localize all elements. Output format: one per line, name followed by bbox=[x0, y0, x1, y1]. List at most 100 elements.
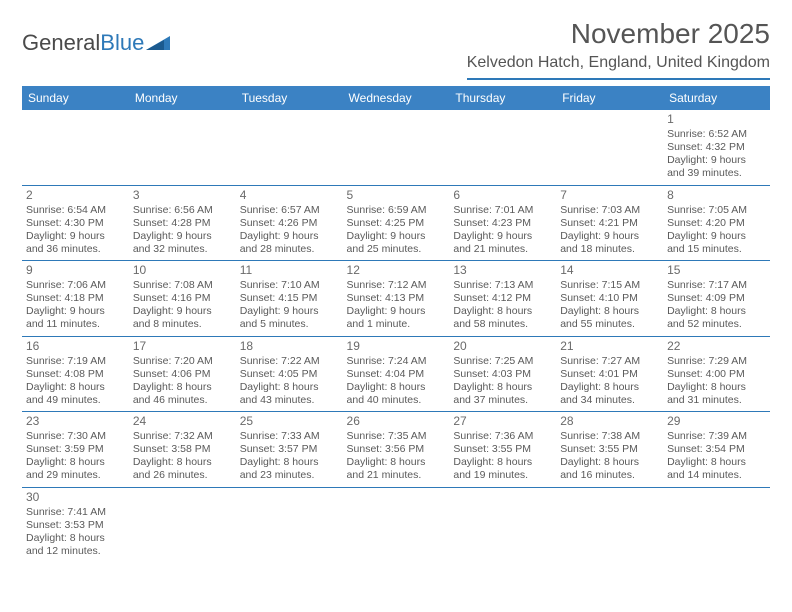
sunset-text: Sunset: 4:06 PM bbox=[133, 368, 232, 381]
daylight-line1: Daylight: 8 hours bbox=[453, 381, 552, 394]
sunrise-text: Sunrise: 6:54 AM bbox=[26, 204, 125, 217]
daylight-line1: Daylight: 8 hours bbox=[26, 456, 125, 469]
day-number: 3 bbox=[133, 188, 232, 203]
day-number: 11 bbox=[240, 263, 339, 278]
sunrise-text: Sunrise: 7:13 AM bbox=[453, 279, 552, 292]
daylight-line1: Daylight: 9 hours bbox=[133, 230, 232, 243]
daylight-line2: and 43 minutes. bbox=[240, 394, 339, 407]
daylight-line1: Daylight: 8 hours bbox=[560, 381, 659, 394]
daylight-line2: and 36 minutes. bbox=[26, 243, 125, 256]
day-number: 25 bbox=[240, 414, 339, 429]
calendar-cell: 26Sunrise: 7:35 AMSunset: 3:56 PMDayligh… bbox=[343, 412, 450, 488]
sunset-text: Sunset: 4:23 PM bbox=[453, 217, 552, 230]
sunrise-text: Sunrise: 7:15 AM bbox=[560, 279, 659, 292]
sunset-text: Sunset: 4:21 PM bbox=[560, 217, 659, 230]
weekday-header: Sunday bbox=[22, 86, 129, 110]
location: Kelvedon Hatch, England, United Kingdom bbox=[467, 54, 770, 80]
daylight-line1: Daylight: 8 hours bbox=[26, 381, 125, 394]
sunrise-text: Sunrise: 7:38 AM bbox=[560, 430, 659, 443]
sunrise-text: Sunrise: 7:24 AM bbox=[347, 355, 446, 368]
sunset-text: Sunset: 4:12 PM bbox=[453, 292, 552, 305]
sunrise-text: Sunrise: 7:22 AM bbox=[240, 355, 339, 368]
sunset-text: Sunset: 3:55 PM bbox=[453, 443, 552, 456]
sunrise-text: Sunrise: 7:39 AM bbox=[667, 430, 766, 443]
calendar-cell bbox=[556, 110, 663, 185]
day-number: 21 bbox=[560, 339, 659, 354]
sunset-text: Sunset: 4:04 PM bbox=[347, 368, 446, 381]
sunset-text: Sunset: 4:08 PM bbox=[26, 368, 125, 381]
daylight-line2: and 40 minutes. bbox=[347, 394, 446, 407]
day-number: 28 bbox=[560, 414, 659, 429]
calendar-cell bbox=[22, 110, 129, 185]
calendar-cell: 21Sunrise: 7:27 AMSunset: 4:01 PMDayligh… bbox=[556, 336, 663, 412]
calendar-week: 2Sunrise: 6:54 AMSunset: 4:30 PMDaylight… bbox=[22, 185, 770, 261]
daylight-line1: Daylight: 8 hours bbox=[453, 456, 552, 469]
daylight-line2: and 34 minutes. bbox=[560, 394, 659, 407]
day-number: 30 bbox=[26, 490, 125, 505]
calendar-cell: 8Sunrise: 7:05 AMSunset: 4:20 PMDaylight… bbox=[663, 185, 770, 261]
day-number: 26 bbox=[347, 414, 446, 429]
sunset-text: Sunset: 3:53 PM bbox=[26, 519, 125, 532]
daylight-line1: Daylight: 8 hours bbox=[133, 456, 232, 469]
day-number: 16 bbox=[26, 339, 125, 354]
daylight-line1: Daylight: 8 hours bbox=[560, 305, 659, 318]
daylight-line1: Daylight: 8 hours bbox=[133, 381, 232, 394]
day-number: 10 bbox=[133, 263, 232, 278]
calendar-cell bbox=[663, 487, 770, 562]
daylight-line1: Daylight: 9 hours bbox=[667, 154, 766, 167]
sunset-text: Sunset: 4:25 PM bbox=[347, 217, 446, 230]
calendar-week: 16Sunrise: 7:19 AMSunset: 4:08 PMDayligh… bbox=[22, 336, 770, 412]
daylight-line1: Daylight: 8 hours bbox=[347, 381, 446, 394]
triangle-icon bbox=[146, 34, 170, 50]
sunset-text: Sunset: 4:16 PM bbox=[133, 292, 232, 305]
calendar-cell: 18Sunrise: 7:22 AMSunset: 4:05 PMDayligh… bbox=[236, 336, 343, 412]
daylight-line2: and 26 minutes. bbox=[133, 469, 232, 482]
daylight-line2: and 19 minutes. bbox=[453, 469, 552, 482]
sunrise-text: Sunrise: 7:05 AM bbox=[667, 204, 766, 217]
daylight-line2: and 46 minutes. bbox=[133, 394, 232, 407]
day-number: 24 bbox=[133, 414, 232, 429]
sunset-text: Sunset: 4:30 PM bbox=[26, 217, 125, 230]
daylight-line2: and 12 minutes. bbox=[26, 545, 125, 558]
daylight-line1: Daylight: 8 hours bbox=[667, 381, 766, 394]
weekday-header: Friday bbox=[556, 86, 663, 110]
day-number: 12 bbox=[347, 263, 446, 278]
day-number: 19 bbox=[347, 339, 446, 354]
daylight-line2: and 49 minutes. bbox=[26, 394, 125, 407]
daylight-line1: Daylight: 9 hours bbox=[453, 230, 552, 243]
day-number: 6 bbox=[453, 188, 552, 203]
day-number: 8 bbox=[667, 188, 766, 203]
daylight-line1: Daylight: 9 hours bbox=[347, 305, 446, 318]
sunrise-text: Sunrise: 7:25 AM bbox=[453, 355, 552, 368]
daylight-line2: and 23 minutes. bbox=[240, 469, 339, 482]
logo: GeneralBlue bbox=[22, 18, 170, 56]
sunset-text: Sunset: 4:20 PM bbox=[667, 217, 766, 230]
sunset-text: Sunset: 4:28 PM bbox=[133, 217, 232, 230]
weekday-header: Wednesday bbox=[343, 86, 450, 110]
calendar-cell bbox=[129, 487, 236, 562]
daylight-line1: Daylight: 8 hours bbox=[26, 532, 125, 545]
header: GeneralBlue November 2025 Kelvedon Hatch… bbox=[22, 18, 770, 80]
calendar-cell bbox=[236, 487, 343, 562]
daylight-line2: and 16 minutes. bbox=[560, 469, 659, 482]
daylight-line1: Daylight: 9 hours bbox=[560, 230, 659, 243]
daylight-line2: and 8 minutes. bbox=[133, 318, 232, 331]
daylight-line2: and 58 minutes. bbox=[453, 318, 552, 331]
sunset-text: Sunset: 4:26 PM bbox=[240, 217, 339, 230]
daylight-line1: Daylight: 8 hours bbox=[347, 456, 446, 469]
calendar-week: 30Sunrise: 7:41 AMSunset: 3:53 PMDayligh… bbox=[22, 487, 770, 562]
calendar-cell bbox=[449, 487, 556, 562]
calendar-cell: 11Sunrise: 7:10 AMSunset: 4:15 PMDayligh… bbox=[236, 261, 343, 337]
calendar-cell bbox=[129, 110, 236, 185]
sunrise-text: Sunrise: 6:56 AM bbox=[133, 204, 232, 217]
daylight-line1: Daylight: 9 hours bbox=[347, 230, 446, 243]
sunrise-text: Sunrise: 7:41 AM bbox=[26, 506, 125, 519]
calendar-cell: 12Sunrise: 7:12 AMSunset: 4:13 PMDayligh… bbox=[343, 261, 450, 337]
sunset-text: Sunset: 4:01 PM bbox=[560, 368, 659, 381]
daylight-line1: Daylight: 8 hours bbox=[667, 456, 766, 469]
sunrise-text: Sunrise: 7:32 AM bbox=[133, 430, 232, 443]
daylight-line2: and 18 minutes. bbox=[560, 243, 659, 256]
sunset-text: Sunset: 4:00 PM bbox=[667, 368, 766, 381]
daylight-line2: and 32 minutes. bbox=[133, 243, 232, 256]
calendar-cell: 7Sunrise: 7:03 AMSunset: 4:21 PMDaylight… bbox=[556, 185, 663, 261]
